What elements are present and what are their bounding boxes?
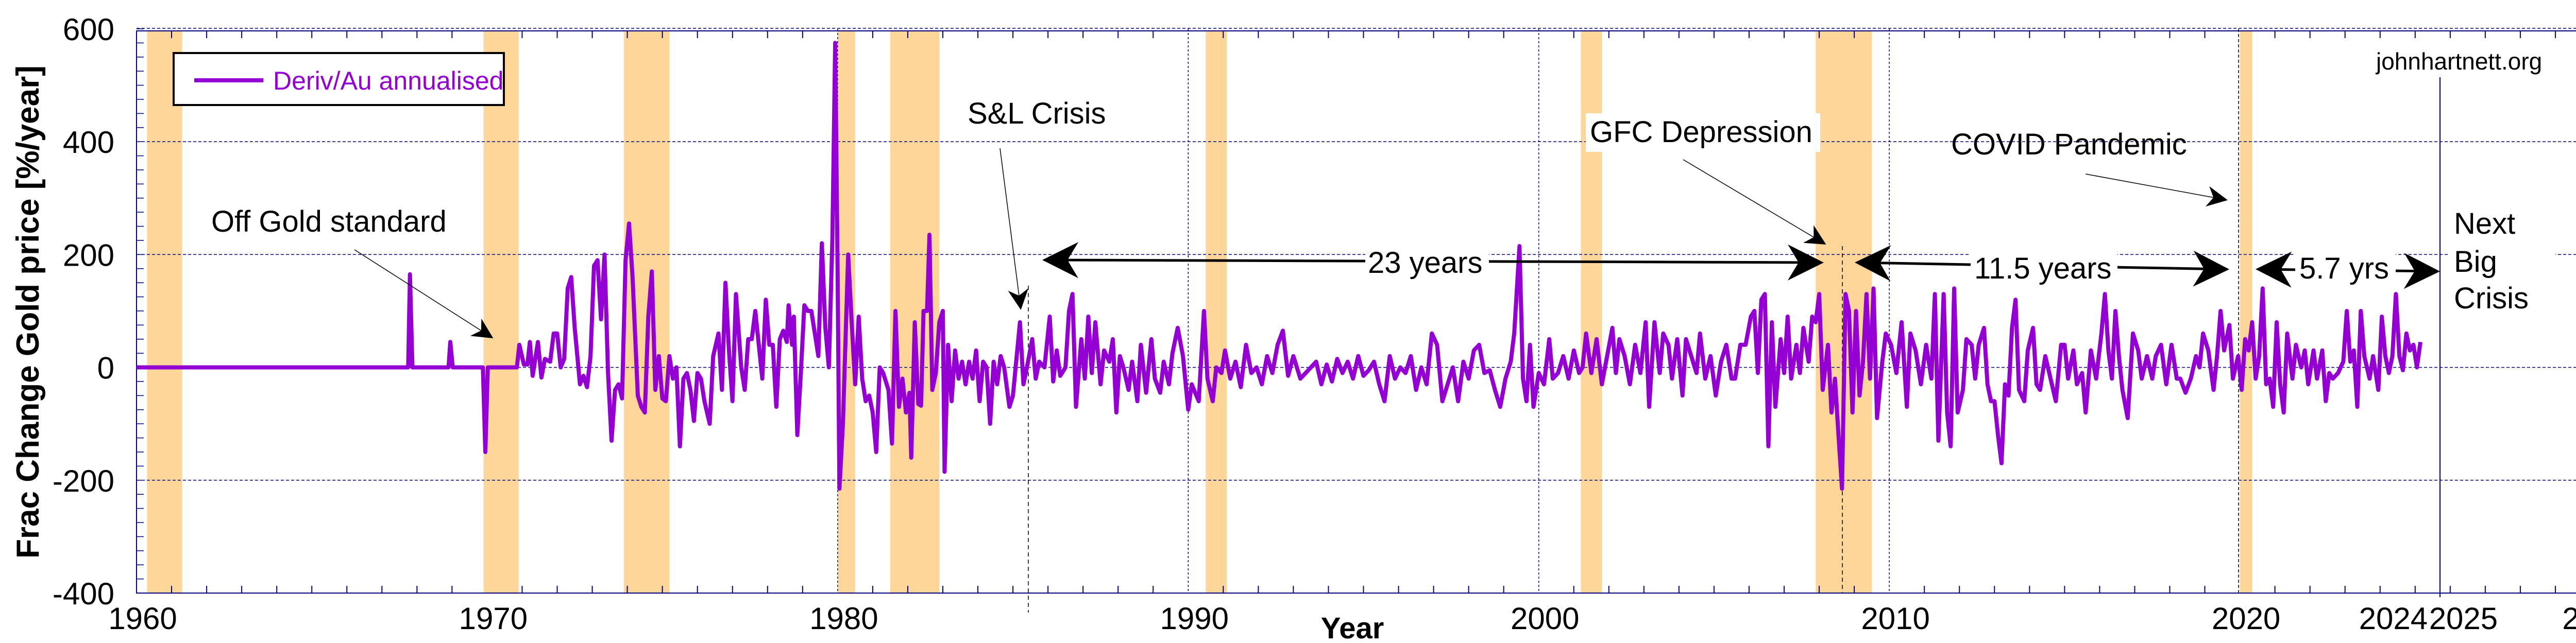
y-tick-label: 200 — [63, 238, 114, 272]
y-tick-labels: 600 400 200 0 -200 -400 — [53, 12, 114, 611]
y-tick-label: 400 — [63, 125, 114, 160]
x-tick-label: 2010 — [1861, 601, 1929, 636]
next-crisis-line-2: Big — [2454, 245, 2497, 279]
x-tick-label: 2020 — [2212, 601, 2280, 636]
legend: Deriv/Au annualised — [173, 52, 505, 106]
watermark-text: johnhartnett.org — [2375, 48, 2542, 75]
span-11-5-label-bg — [1971, 242, 2117, 281]
x-axis-title: Year — [1321, 612, 1384, 643]
recession-bands — [147, 31, 2252, 593]
sl-crisis-arrow — [999, 148, 1029, 310]
gfc-label-bg — [1586, 113, 1820, 152]
watermark-bg — [2372, 46, 2550, 77]
series-line-deriv-au — [137, 41, 2422, 491]
span-11-5-years-label: 11.5 years — [1974, 252, 2112, 285]
y-tick-label: 600 — [63, 12, 114, 47]
recession-band — [483, 31, 519, 593]
gfc-arrow — [1683, 159, 1826, 245]
recession-band — [147, 31, 182, 593]
x-tick-label: 1960 — [108, 601, 177, 636]
x-tick-label: 1980 — [809, 601, 878, 636]
next-crisis-line-1: Next — [2454, 207, 2515, 240]
x-tick-label: 2025 — [2429, 601, 2498, 636]
x-tick-label: 2000 — [1511, 601, 1579, 636]
span-5-7-years-label: 5.7 yrs — [2299, 252, 2389, 285]
span-23-years-label: 23 years — [1368, 246, 1482, 280]
annotation-off-gold: Off Gold standard — [211, 205, 447, 238]
annotation-sl-crisis: S&L Crisis — [968, 97, 1106, 130]
off-gold-arrow — [354, 249, 494, 339]
span-5-7-label-bg — [2295, 242, 2396, 281]
annotation-covid: COVID Pandemic — [1951, 128, 2187, 161]
next-crisis-bg — [2450, 203, 2555, 317]
y-axis-title: Frac Change Gold price [%/year] — [10, 65, 46, 559]
y-tick-label: -400 — [53, 577, 114, 611]
covid-arrow — [2085, 173, 2228, 207]
x-tick-label: 1990 — [1160, 601, 1229, 636]
recession-band — [2240, 31, 2252, 593]
x-tick-label: 1970 — [459, 601, 528, 636]
x-tick-label: 2024 — [2359, 601, 2428, 636]
plot-frame — [136, 30, 2576, 594]
recession-band — [623, 31, 670, 593]
next-crisis-line-3: Crisis — [2454, 282, 2529, 315]
annotation-gfc: GFC Depression — [1590, 115, 1812, 149]
x-tick-label: 2030 — [2562, 601, 2576, 636]
y-tick-label: -200 — [53, 464, 114, 498]
recession-band — [1206, 31, 1227, 593]
y-tick-label: 0 — [97, 351, 114, 386]
legend-label: Deriv/Au annualised — [273, 66, 504, 95]
span-23-label-bg — [1365, 242, 1489, 281]
axis-ticks — [137, 28, 2556, 594]
